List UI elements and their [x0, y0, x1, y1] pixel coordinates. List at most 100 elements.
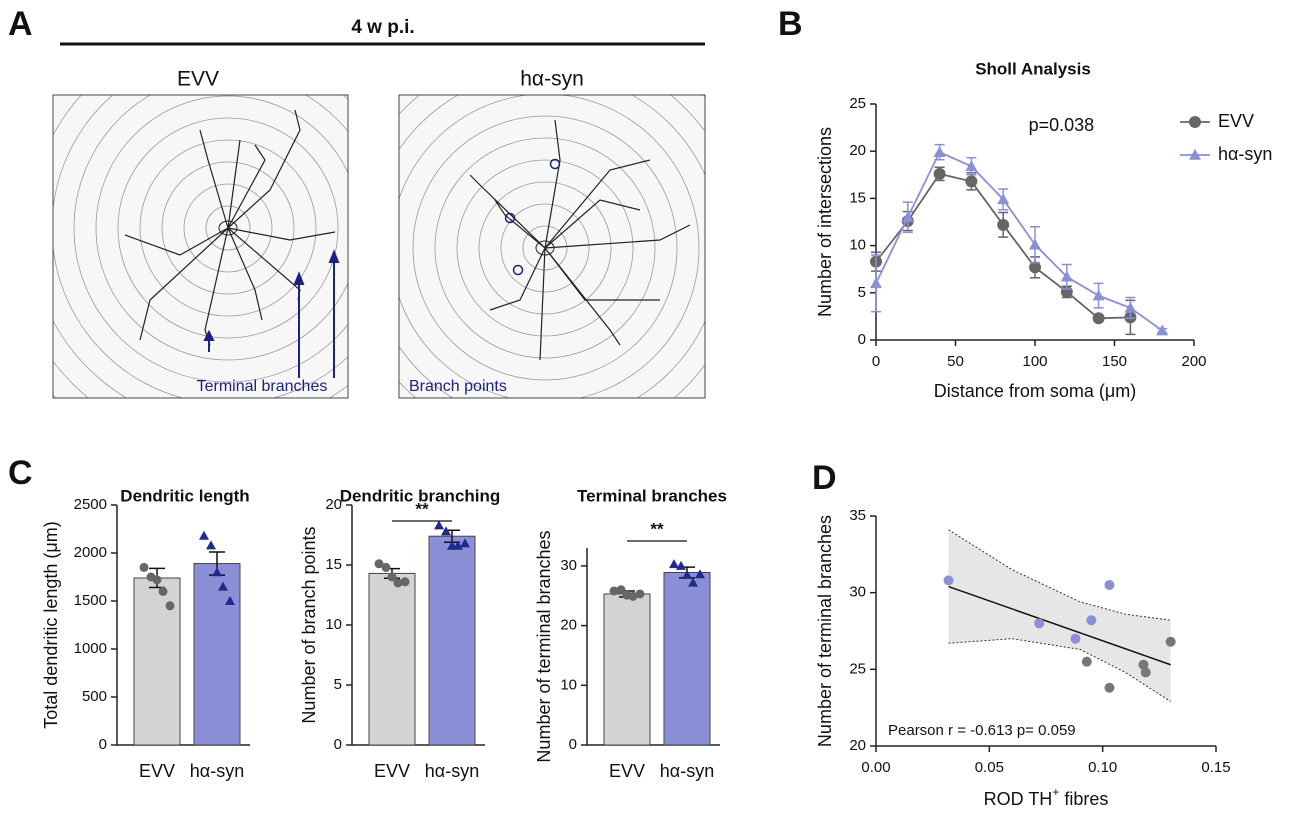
- marker: [1060, 270, 1073, 282]
- confidence-band: [948, 529, 1171, 702]
- x-tick-label: 0.15: [1201, 759, 1230, 776]
- band-edge: [948, 638, 1171, 702]
- significance: **: [415, 499, 429, 518]
- data-point: [1165, 636, 1176, 647]
- ring: [412, 115, 678, 381]
- marker: [901, 211, 914, 223]
- marker: [1156, 324, 1169, 336]
- data-point: [1104, 682, 1115, 693]
- y-tick-label: 15: [849, 189, 866, 206]
- marker: [1029, 261, 1041, 274]
- data-point: [1104, 580, 1115, 590]
- ring: [183, 183, 273, 273]
- data-point: [218, 581, 228, 591]
- data-point: [676, 560, 686, 570]
- x-tick-label: hα-syn: [425, 761, 479, 781]
- x-label-part: fibres: [1059, 789, 1108, 809]
- significance: **: [650, 519, 664, 538]
- data-point: [158, 586, 168, 596]
- x-tick-label: 100: [1022, 353, 1047, 370]
- data-point: [225, 596, 235, 605]
- data-point: [441, 526, 451, 536]
- data-point: [206, 540, 216, 550]
- image-annotation: Terminal branches: [197, 378, 328, 395]
- ring: [500, 203, 590, 293]
- x-tick-label: EVV: [374, 761, 410, 781]
- data-point: [1138, 659, 1149, 670]
- y-tick-label: 5: [334, 676, 342, 693]
- x-tick-label: 200: [1181, 353, 1206, 370]
- data-point: [199, 530, 209, 540]
- panel-title: 4 w p.i.: [351, 17, 414, 38]
- legend-marker: [1189, 149, 1201, 160]
- y-tick-label: 30: [560, 557, 577, 574]
- y-tick-label: 20: [849, 737, 866, 754]
- data-point: [1140, 667, 1151, 678]
- ring: [73, 95, 348, 383]
- data-point: [943, 575, 954, 586]
- data-point: [434, 520, 444, 530]
- ring: [456, 159, 634, 337]
- y-tick-label: 25: [849, 660, 866, 677]
- ring: [117, 117, 339, 339]
- data-point: [635, 589, 645, 599]
- ring: [205, 205, 251, 251]
- neuron-tracing: [124, 109, 691, 361]
- marker: [1124, 301, 1137, 313]
- annotation: p=0.038: [1029, 115, 1095, 135]
- y-tick-label: 10: [849, 237, 866, 254]
- y-tick-label: 5: [858, 284, 866, 301]
- data-point: [165, 601, 175, 611]
- data-point: [1086, 615, 1097, 626]
- x-tick-label: 0.00: [861, 759, 890, 776]
- ring: [161, 161, 295, 295]
- sholl-rings: [399, 95, 705, 398]
- y-tick-label: 0: [99, 736, 107, 753]
- marker: [1092, 312, 1105, 325]
- chart-title: Dendritic length: [120, 486, 249, 505]
- legend-label: hα-syn: [1218, 144, 1272, 164]
- annotation: Pearson r = -0.613 p= 0.059: [888, 722, 1076, 739]
- y-tick-label: 20: [325, 496, 342, 513]
- y-tick-label: 2500: [74, 496, 107, 513]
- data-point: [669, 559, 679, 569]
- marker: [933, 167, 946, 180]
- ring: [434, 137, 656, 359]
- legend-marker: [1189, 116, 1201, 128]
- y-tick-label: 10: [325, 616, 342, 633]
- x-axis-label: Distance from soma (μm): [934, 381, 1136, 401]
- data-point: [616, 585, 626, 595]
- marker: [1029, 238, 1041, 250]
- panel-letter: B: [778, 5, 803, 43]
- data-point: [453, 540, 463, 550]
- data-point: [1070, 633, 1081, 644]
- x-tick-label: 50: [947, 353, 964, 370]
- x-label-sup: +: [1052, 785, 1059, 799]
- image-frame: [398, 94, 706, 399]
- y-tick-label: 0: [334, 736, 342, 753]
- y-tick-label: 30: [849, 584, 866, 601]
- x-tick-label: 0: [872, 353, 880, 370]
- image-label: hα-syn: [520, 68, 584, 91]
- band-edge: [948, 529, 1171, 621]
- data-point: [688, 577, 698, 587]
- marker: [965, 175, 978, 188]
- x-tick-label: EVV: [609, 761, 645, 781]
- y-axis-label: Number of terminal branches: [815, 515, 835, 747]
- ring: [95, 95, 348, 361]
- y-tick-label: 15: [325, 556, 342, 573]
- y-tick-label: 0: [569, 736, 577, 753]
- chart-title: Terminal branches: [577, 486, 727, 505]
- marker: [1092, 289, 1105, 301]
- y-axis-label: Number of branch points: [299, 526, 319, 723]
- bar: [428, 535, 476, 746]
- y-tick-label: 1000: [74, 640, 107, 657]
- chart-title: Sholl Analysis: [975, 59, 1091, 78]
- bar: [663, 571, 711, 746]
- data-point: [400, 577, 410, 587]
- x-tick-label: 0.05: [975, 759, 1004, 776]
- arrows: [203, 249, 340, 378]
- marker: [965, 160, 978, 172]
- data-point: [393, 578, 403, 588]
